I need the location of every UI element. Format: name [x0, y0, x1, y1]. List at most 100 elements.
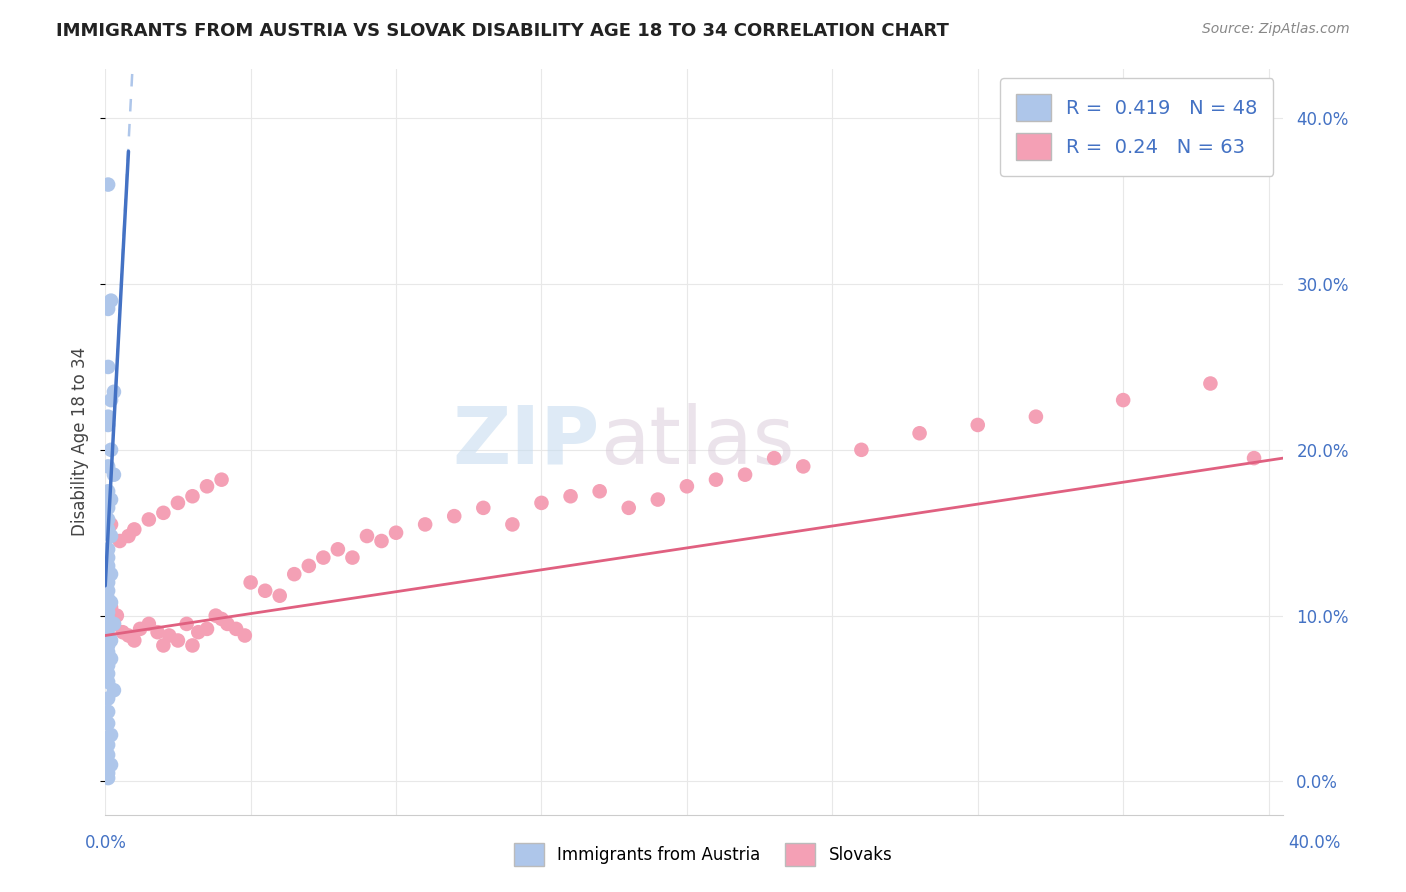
Point [370, 534, 392, 549]
Point [97, 583, 120, 598]
Point [326, 542, 349, 557]
Point [103, 384, 125, 399]
Point [97, 639, 120, 653]
Point [167, 496, 190, 510]
Text: Source: ZipAtlas.com: Source: ZipAtlas.com [1202, 22, 1350, 37]
Point [108, 534, 131, 549]
Point [157, 628, 180, 642]
Point [100, 529, 122, 543]
Legend: Immigrants from Austria, Slovaks: Immigrants from Austria, Slovaks [505, 835, 901, 875]
Point [100, 728, 122, 742]
Point [97, 512, 120, 526]
Point [124, 523, 146, 537]
Point [647, 492, 669, 507]
Point [298, 558, 321, 573]
Point [195, 622, 218, 636]
Point [100, 757, 122, 772]
Point [501, 517, 523, 532]
Point [97, 301, 120, 316]
Point [105, 608, 128, 623]
Legend: R =  0.419   N = 48, R =  0.24   N = 63: R = 0.419 N = 48, R = 0.24 N = 63 [1000, 78, 1274, 176]
Point [1199, 376, 1222, 391]
Point [97, 605, 120, 619]
Point [146, 625, 169, 640]
Point [204, 608, 226, 623]
Point [734, 467, 756, 482]
Point [103, 467, 125, 482]
Point [966, 417, 988, 432]
Point [908, 426, 931, 441]
Point [97, 484, 120, 499]
Text: atlas: atlas [600, 402, 794, 481]
Point [1112, 393, 1135, 408]
Point [97, 628, 120, 642]
Point [181, 639, 204, 653]
Point [181, 489, 204, 503]
Point [100, 595, 122, 609]
Point [97, 600, 120, 615]
Point [152, 506, 174, 520]
Point [385, 525, 408, 540]
Point [97, 558, 120, 573]
Text: IMMIGRANTS FROM AUSTRIA VS SLOVAK DISABILITY AGE 18 TO 34 CORRELATION CHART: IMMIGRANTS FROM AUSTRIA VS SLOVAK DISABI… [56, 22, 949, 40]
Point [283, 567, 305, 582]
Point [97, 178, 120, 192]
Point [103, 616, 125, 631]
Point [97, 771, 120, 785]
Point [103, 683, 125, 698]
Point [100, 442, 122, 457]
Point [254, 583, 277, 598]
Point [97, 658, 120, 673]
Point [97, 409, 120, 424]
Point [117, 628, 139, 642]
Point [100, 567, 122, 582]
Point [97, 500, 120, 515]
Point [97, 716, 120, 731]
Point [239, 575, 262, 590]
Y-axis label: Disability Age 18 to 34: Disability Age 18 to 34 [72, 347, 89, 536]
Point [1025, 409, 1047, 424]
Point [176, 616, 198, 631]
Point [97, 542, 120, 557]
Point [588, 484, 610, 499]
Point [97, 645, 120, 659]
Point [225, 622, 247, 636]
Point [704, 473, 727, 487]
Point [167, 633, 190, 648]
Point [97, 575, 120, 590]
Point [97, 622, 120, 636]
Point [97, 691, 120, 706]
Point [676, 479, 699, 493]
Point [211, 473, 233, 487]
Point [97, 747, 120, 762]
Text: 0.0%: 0.0% [84, 834, 127, 852]
Point [530, 496, 553, 510]
Point [356, 529, 378, 543]
Point [211, 612, 233, 626]
Point [100, 633, 122, 648]
Point [138, 616, 160, 631]
Point [97, 705, 120, 719]
Point [103, 616, 125, 631]
Point [851, 442, 873, 457]
Point [129, 622, 152, 636]
Point [100, 492, 122, 507]
Point [97, 674, 120, 689]
Point [100, 393, 122, 408]
Point [443, 509, 465, 524]
Point [472, 500, 495, 515]
Point [152, 639, 174, 653]
Point [312, 550, 335, 565]
Point [97, 612, 120, 626]
Point [97, 766, 120, 780]
Point [138, 512, 160, 526]
Point [97, 417, 120, 432]
Point [763, 451, 786, 466]
Point [617, 500, 640, 515]
Point [97, 459, 120, 474]
Point [124, 633, 146, 648]
Point [97, 359, 120, 374]
Point [100, 600, 122, 615]
Point [97, 523, 120, 537]
Point [187, 625, 209, 640]
